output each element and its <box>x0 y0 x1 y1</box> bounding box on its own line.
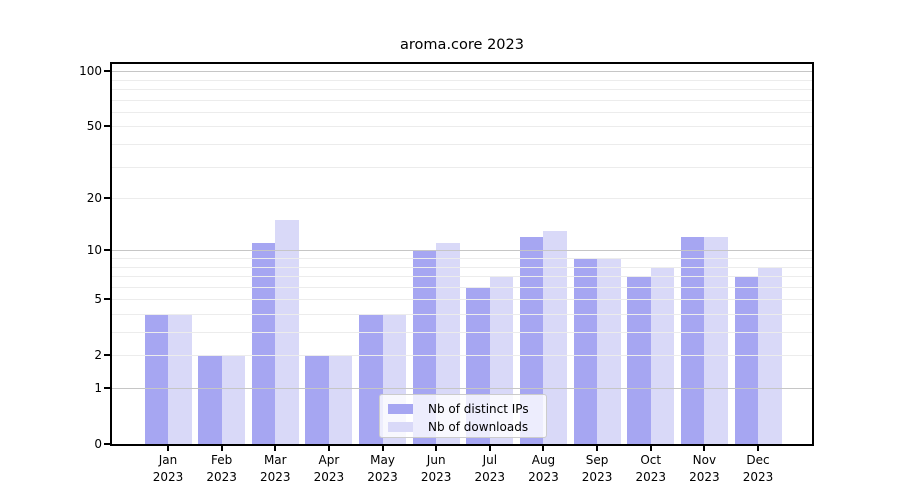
bar-distinct-ips-feb <box>198 355 222 444</box>
gridline-minor <box>112 332 812 333</box>
x-axis-tick <box>381 446 384 451</box>
gridline-minor <box>112 314 812 315</box>
x-axis-tick <box>703 446 706 451</box>
y-axis-tick-label: 1 <box>94 381 102 395</box>
y-axis-tick-label: 5 <box>94 292 102 307</box>
x-axis-tick-label-year: 2023 <box>259 470 291 484</box>
bar-downloads-nov <box>704 236 728 444</box>
x-axis-tick-label-year: 2023 <box>313 470 345 484</box>
x-axis-tick-label: Mar 2023 <box>247 452 303 486</box>
grid-layer <box>112 64 812 444</box>
gridline-minor <box>112 167 812 168</box>
x-axis-tick-label: Dec 2023 <box>730 452 786 486</box>
x-axis-tick <box>274 446 277 451</box>
legend-swatch-downloads <box>388 421 413 432</box>
y-axis-tick-label: 2 <box>94 348 102 363</box>
x-axis-tick-label: Jun 2023 <box>408 452 464 486</box>
gridline-major <box>112 250 812 251</box>
x-axis-tick <box>488 446 491 451</box>
gridline-minor <box>112 287 812 288</box>
gridline-minor <box>112 267 812 268</box>
x-axis-tick <box>327 446 330 451</box>
x-axis-tick <box>542 446 545 451</box>
x-axis-tick-label-year: 2023 <box>689 470 720 484</box>
gridline-major <box>112 388 812 389</box>
gridline-minor <box>112 100 812 101</box>
bar-downloads-apr <box>328 355 353 444</box>
x-axis-tick <box>649 446 652 451</box>
gridline-minor <box>112 198 812 199</box>
x-axis-tick-label-year: 2023 <box>152 470 184 484</box>
bar-downloads-sep <box>597 258 621 444</box>
bar-distinct-ips-sep <box>573 258 598 444</box>
bar-distinct-ips-jan <box>144 314 168 444</box>
gridline-minor <box>112 89 812 90</box>
x-axis-tick <box>596 446 599 451</box>
y-axis-tick-label: 20 <box>86 191 102 206</box>
legend-swatch-distinct-ips <box>388 403 413 414</box>
chart-title: aroma.core 2023 <box>400 37 524 53</box>
gridline-minor <box>112 299 812 300</box>
legend: Nb of distinct IPs Nb of downloads <box>379 394 547 438</box>
y-axis-tick-label: 10 <box>86 243 102 258</box>
x-axis-tick-label: Jan 2023 <box>140 452 196 486</box>
bar-distinct-ips-mar <box>251 243 276 444</box>
x-axis-tick-label-year: 2023 <box>742 470 774 484</box>
bar-distinct-ips-aug <box>519 236 544 444</box>
bar-distinct-ips-nov <box>680 236 705 444</box>
x-axis-tick <box>220 446 223 451</box>
x-axis-tick-label: Sep 2023 <box>569 452 625 486</box>
gridline-minor <box>112 112 812 113</box>
gridline-minor <box>112 258 812 259</box>
x-axis-tick-label: Apr 2023 <box>301 452 357 486</box>
x-axis-tick-label-year: 2023 <box>367 470 398 484</box>
x-axis-tick-label-year: 2023 <box>474 470 506 484</box>
bar-downloads-jun <box>436 243 460 444</box>
bar-downloads-feb <box>221 355 246 444</box>
plot-area: Nb of distinct IPs Nb of downloads <box>110 62 814 446</box>
bar-downloads-aug <box>543 230 567 444</box>
x-axis-tick-label-year: 2023 <box>528 470 559 484</box>
legend-item-downloads: Nb of downloads <box>388 419 538 434</box>
x-axis-tick-label-year: 2023 <box>581 470 613 484</box>
bar-distinct-ips-apr <box>305 355 329 444</box>
legend-item-distinct-ips: Nb of distinct IPs <box>388 401 538 416</box>
y-axis-tick-label: 50 <box>86 119 102 134</box>
x-axis-tick-label-year: 2023 <box>635 470 666 484</box>
x-axis-tick <box>167 446 169 451</box>
x-axis-tick-label: Jul 2023 <box>462 452 518 486</box>
gridline-minor <box>112 276 812 277</box>
x-axis-tick-label: May 2023 <box>355 452 411 486</box>
x-axis-tick <box>435 446 438 451</box>
x-axis-tick-label: Nov 2023 <box>676 452 732 486</box>
x-axis-tick-label: Aug 2023 <box>515 452 571 486</box>
legend-label-distinct-ips: Nb of distinct IPs <box>428 401 529 416</box>
bar-distinct-ips-may <box>359 314 383 444</box>
gridline-minor <box>112 80 812 81</box>
gridline-major <box>112 71 812 72</box>
x-axis-tick-label-year: 2023 <box>420 470 452 484</box>
x-axis-tick-label-year: 2023 <box>206 470 237 484</box>
gridline-minor <box>112 355 812 356</box>
legend-label-downloads: Nb of downloads <box>428 419 529 434</box>
x-axis-tick-label: Oct 2023 <box>623 452 679 486</box>
y-axis-tick-label: 0 <box>94 437 102 451</box>
bar-downloads-jan <box>168 314 192 444</box>
gridline-minor <box>112 126 812 127</box>
gridline-minor <box>112 144 812 145</box>
x-axis-tick <box>757 446 759 451</box>
bar-distinct-ips-oct <box>627 276 651 444</box>
bar-distinct-ips-dec <box>734 276 758 444</box>
x-axis-tick-label: Feb 2023 <box>194 452 250 486</box>
y-axis-tick-label: 100 <box>79 64 102 79</box>
